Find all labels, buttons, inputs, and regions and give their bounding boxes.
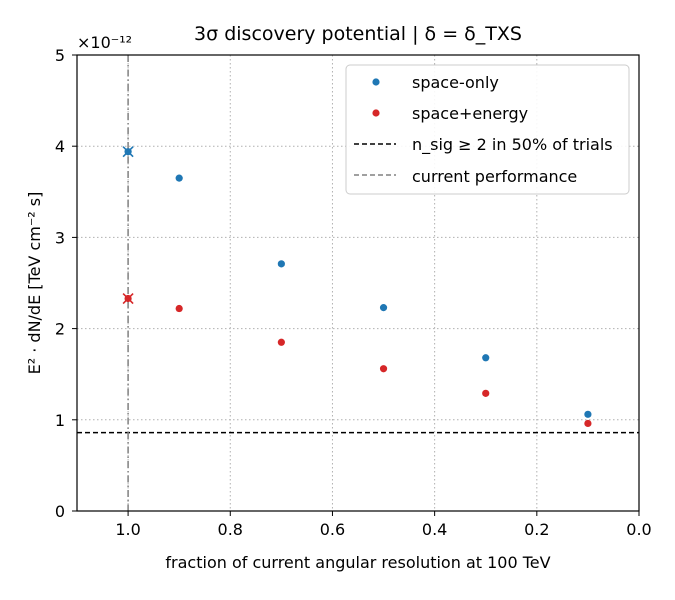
- x-tick-label: 0.0: [626, 520, 651, 539]
- data-points: [122, 146, 592, 428]
- legend-label-nsig: n_sig ≥ 2 in 50% of trials: [412, 135, 613, 155]
- legend-marker-space-only: [372, 78, 380, 86]
- space-only-current-marker: [122, 146, 134, 158]
- space-only-point: [175, 174, 183, 182]
- y-axis-label: E² · dN/dE [TeV cm⁻² s]: [25, 192, 44, 375]
- axis-ticks: 1.0 0.8 0.6 0.4 0.2 0.0 0 1 2 3 4 5: [55, 46, 652, 539]
- space-energy-point: [482, 389, 490, 397]
- y-tick-label: 2: [55, 320, 65, 339]
- x-tick-label: 0.8: [218, 520, 243, 539]
- legend-label-space-only: space-only: [412, 73, 499, 92]
- legend-marker-space-energy: [372, 109, 380, 117]
- space-energy-point: [584, 419, 592, 428]
- space-only-point: [379, 304, 388, 312]
- x-axis-label: fraction of current angular resolution a…: [165, 553, 550, 572]
- y-tick-label: 5: [55, 46, 65, 65]
- x-tick-label: 0.4: [422, 520, 447, 539]
- space-only-point: [482, 354, 490, 362]
- legend-label-space-energy: space+energy: [412, 104, 528, 123]
- chart-title: 3σ discovery potential | δ = δ_TXS: [194, 23, 522, 45]
- space-energy-point: [277, 338, 285, 346]
- space-energy-point: [379, 365, 388, 373]
- x-tick-label: 0.2: [524, 520, 549, 539]
- x-tick-label: 1.0: [115, 520, 140, 539]
- space-energy-point: [175, 304, 183, 313]
- space-only-point: [277, 260, 285, 268]
- y-multiplier: ×10⁻¹²: [77, 33, 132, 52]
- space-energy-current-marker: [122, 292, 134, 305]
- x-tick-label: 0.6: [320, 520, 345, 539]
- y-tick-label: 1: [55, 411, 65, 430]
- y-tick-label: 0: [55, 502, 65, 521]
- legend: space-only space+energy n_sig ≥ 2 in 50%…: [345, 64, 630, 195]
- y-tick-label: 3: [55, 228, 65, 247]
- legend-label-current: current performance: [412, 167, 577, 186]
- reference-lines: [77, 55, 639, 511]
- plot-frame: [76, 54, 640, 512]
- space-only-point: [584, 410, 592, 418]
- y-tick-label: 4: [55, 137, 65, 156]
- legend-box: [345, 64, 630, 195]
